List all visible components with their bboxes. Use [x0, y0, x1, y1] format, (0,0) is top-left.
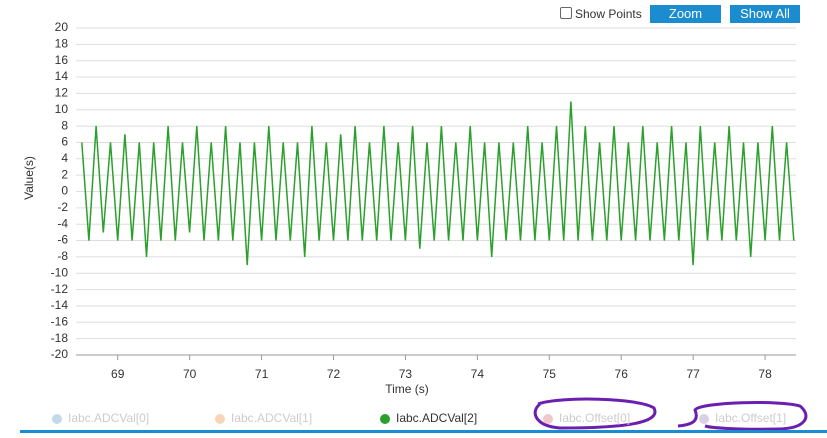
legend-marker — [52, 414, 62, 424]
y-tick-label: 14 — [55, 69, 69, 83]
show-points-label: Show Points — [575, 7, 642, 21]
legend-label: Iabc.Offset[0] — [559, 411, 630, 425]
y-tick-label: -20 — [51, 347, 69, 361]
zoom-button[interactable]: Zoom — [650, 5, 721, 23]
y-tick-label: 12 — [55, 86, 69, 100]
x-tick-label: 70 — [183, 367, 197, 381]
legend-marker — [699, 414, 709, 424]
x-tick-label: 73 — [399, 367, 413, 381]
annotation-circle — [533, 397, 657, 430]
y-tick-label: 18 — [55, 37, 69, 51]
y-tick-label: 10 — [55, 102, 69, 116]
x-tick-label: 77 — [686, 367, 700, 381]
x-tick-label: 72 — [327, 367, 341, 381]
legend-label: Iabc.ADCVal[1] — [231, 411, 312, 425]
y-tick-label: 0 — [61, 184, 68, 198]
x-tick-label: 71 — [255, 367, 269, 381]
y-tick-label: 4 — [61, 151, 68, 165]
y-tick-label: 6 — [61, 135, 68, 149]
legend-marker — [380, 414, 390, 424]
x-tick-label: 76 — [615, 367, 629, 381]
data-line — [81, 101, 795, 266]
y-tick-label: -12 — [51, 282, 69, 296]
x-tick-label: 74 — [471, 367, 485, 381]
bottom-bar — [20, 430, 827, 433]
y-tick-label: 16 — [55, 53, 69, 67]
y-tick-label: -18 — [51, 331, 69, 345]
show-all-button[interactable]: Show All — [730, 5, 800, 23]
y-tick-label: -16 — [51, 314, 69, 328]
annotation-circle — [677, 401, 808, 431]
x-axis-label: Time (s) — [385, 382, 429, 396]
legend-label: Iabc.Offset[1] — [715, 411, 786, 425]
show-points-checkbox[interactable]: Show Points — [560, 5, 642, 23]
y-axis-label: Value(s) — [22, 156, 36, 200]
y-tick-label: -2 — [57, 200, 68, 214]
y-tick-label: 20 — [55, 20, 69, 34]
legend-label: Iabc.ADCVal[2] — [396, 411, 477, 425]
legend-marker — [215, 414, 225, 424]
x-tick-label: 78 — [758, 367, 772, 381]
y-tick-label: 8 — [61, 118, 68, 132]
y-tick-label: 2 — [61, 167, 68, 181]
x-tick-label: 75 — [543, 367, 557, 381]
x-tick-label: 69 — [111, 367, 125, 381]
y-tick-label: -4 — [57, 216, 68, 230]
y-tick-label: -10 — [51, 265, 69, 279]
y-tick-label: -8 — [57, 249, 68, 263]
legend-label: Iabc.ADCVal[0] — [68, 411, 149, 425]
legend-marker — [543, 414, 553, 424]
y-tick-label: -14 — [51, 298, 69, 312]
y-tick-label: -6 — [57, 233, 68, 247]
